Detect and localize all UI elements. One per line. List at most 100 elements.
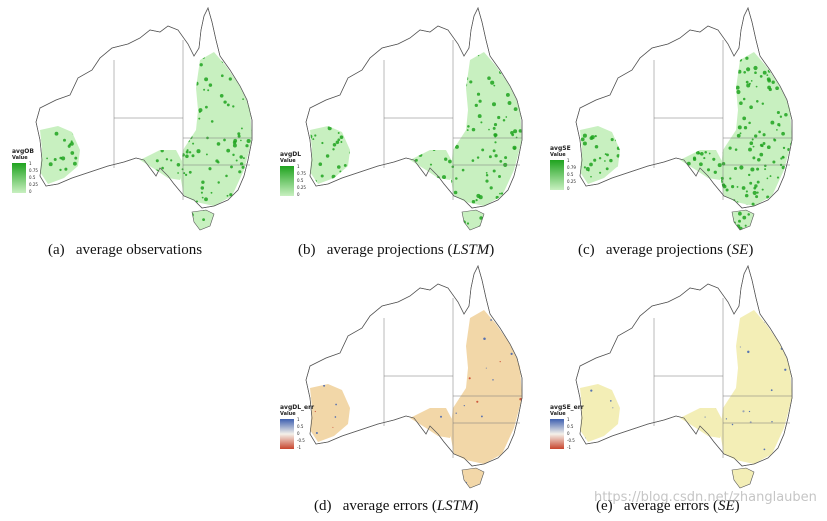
legend-tick: 0.25 bbox=[567, 179, 576, 184]
panel-caption: (c) average projections (SE) bbox=[578, 242, 753, 259]
legend-tick: 0 bbox=[297, 192, 300, 197]
legend-color-ramp bbox=[280, 419, 294, 449]
panel-caption: (b) average projections (LSTM) bbox=[298, 242, 494, 259]
vegetation-zone bbox=[450, 52, 522, 206]
map-panel-d: avgDL_err Value 1 0.5 0 -0.5 -1 (d) aver… bbox=[270, 258, 545, 521]
coastline bbox=[305, 265, 523, 467]
legend-tick: 0.75 bbox=[29, 168, 38, 173]
vegetation-zone bbox=[180, 52, 252, 206]
map-legend: avgSE_err Value 1 0.5 0 -0.5 -1 bbox=[550, 404, 584, 450]
legend-subtitle: Value bbox=[550, 411, 566, 417]
coastline bbox=[575, 265, 793, 467]
vegetation-zone bbox=[410, 150, 454, 180]
legend-tick: 1 bbox=[297, 164, 300, 169]
australia-map bbox=[575, 7, 793, 231]
legend-title: avgSE bbox=[550, 145, 571, 152]
caption-italic: SE bbox=[731, 242, 749, 258]
australia-map bbox=[305, 265, 523, 489]
vegetation-zone bbox=[40, 126, 80, 184]
panel-caption: (d) average errors (LSTM) bbox=[314, 498, 479, 515]
vegetation-zone bbox=[580, 384, 620, 442]
caption-text: ) bbox=[734, 498, 740, 514]
legend-color-ramp bbox=[12, 163, 26, 193]
coastline bbox=[35, 7, 253, 209]
vegetation-zone bbox=[310, 384, 350, 442]
vegetation-zone bbox=[462, 468, 484, 488]
legend-tick: 0.5 bbox=[567, 172, 574, 177]
vegetation-zone bbox=[310, 126, 350, 184]
legend-title: avgDL bbox=[280, 151, 302, 158]
coastline bbox=[575, 7, 793, 209]
panel-caption: (e) average errors (SE) bbox=[596, 498, 740, 515]
tasmania-outline bbox=[191, 209, 215, 231]
panel-caption: (a) average observations bbox=[48, 242, 202, 259]
map-panel-e: avgSE_err Value 1 0.5 0 -0.5 -1 (e) aver… bbox=[540, 258, 827, 521]
legend-tick: 0.25 bbox=[297, 185, 306, 190]
legend-tick: 1 bbox=[567, 417, 570, 422]
legend-tick: -1 bbox=[297, 445, 301, 450]
caption-text: (d) average errors ( bbox=[314, 498, 437, 514]
legend-tick: 0.5 bbox=[567, 424, 574, 429]
vegetation-zone bbox=[732, 468, 754, 488]
vegetation-zone bbox=[450, 310, 522, 464]
legend-tick: 0 bbox=[567, 186, 570, 191]
australia-map bbox=[305, 7, 523, 231]
map-legend: avgSE Value 1 0.79 0.5 0.25 0 bbox=[550, 145, 576, 191]
legend-tick: 1 bbox=[29, 161, 32, 166]
map-legend: avgOB Value 1 0.75 0.5 0.25 0 bbox=[12, 148, 38, 194]
vegetation-zone bbox=[720, 310, 792, 464]
legend-tick: 0 bbox=[297, 431, 300, 436]
legend-color-ramp bbox=[550, 419, 564, 449]
vegetation-zone bbox=[680, 408, 724, 438]
legend-tick: 0.5 bbox=[297, 178, 304, 183]
legend-title: avgDL_err bbox=[280, 404, 315, 411]
vegetation-zone bbox=[732, 210, 754, 230]
legend-tick: 0 bbox=[29, 189, 32, 194]
australia-map bbox=[35, 7, 253, 231]
vegetation-zone bbox=[462, 210, 484, 230]
caption-text: (a) average observations bbox=[48, 242, 203, 258]
map-panel-a: avgOB Value 1 0.75 0.5 0.25 0 (a) averag… bbox=[0, 0, 275, 265]
legend-tick: 0.25 bbox=[29, 182, 38, 187]
legend-subtitle: Value bbox=[12, 155, 28, 161]
legend-tick: 0.75 bbox=[297, 171, 306, 176]
legend-tick: 1 bbox=[297, 417, 300, 422]
legend-tick: 1 bbox=[567, 158, 570, 163]
legend-tick: 0.5 bbox=[29, 175, 36, 180]
map-legend: avgDL Value 1 0.75 0.5 0.25 0 bbox=[280, 151, 306, 197]
legend-tick: 0.5 bbox=[297, 424, 304, 429]
tasmania-outline bbox=[461, 209, 485, 231]
caption-text: (e) average errors ( bbox=[596, 498, 718, 514]
legend-color-ramp bbox=[550, 160, 564, 190]
vegetation-zone bbox=[410, 408, 454, 438]
legend-tick: -0.5 bbox=[297, 438, 305, 443]
map-legend: avgDL_err Value 1 0.5 0 -0.5 -1 bbox=[280, 404, 315, 450]
caption-text: (c) average projections ( bbox=[578, 242, 732, 258]
map-panel-c: avgSE Value 1 0.79 0.5 0.25 0 (c) averag… bbox=[540, 0, 827, 265]
legend-tick: -1 bbox=[567, 445, 571, 450]
australia-map bbox=[575, 265, 793, 489]
caption-italic: LSTM bbox=[436, 498, 474, 514]
legend-title: avgSE_err bbox=[550, 404, 584, 411]
caption-text: ) bbox=[489, 242, 495, 258]
caption-italic: LSTM bbox=[452, 242, 490, 258]
legend-subtitle: Value bbox=[280, 158, 296, 164]
map-panel-b: avgDL Value 1 0.75 0.5 0.25 0 (b) averag… bbox=[270, 0, 545, 265]
tasmania-outline bbox=[731, 209, 755, 231]
vegetation-zone bbox=[580, 126, 620, 184]
legend-subtitle: Value bbox=[550, 152, 566, 158]
tasmania-outline bbox=[461, 467, 485, 489]
tasmania-outline bbox=[731, 467, 755, 489]
legend-color-ramp bbox=[280, 166, 294, 196]
caption-text: (b) average projections ( bbox=[298, 242, 453, 258]
legend-title: avgOB bbox=[12, 148, 34, 155]
coastline bbox=[305, 7, 523, 209]
legend-tick: 0.79 bbox=[567, 165, 576, 170]
legend-tick: -0.5 bbox=[567, 438, 575, 443]
caption-text: ) bbox=[748, 242, 754, 258]
vegetation-zone bbox=[140, 150, 184, 180]
caption-italic: SE bbox=[718, 498, 735, 514]
legend-subtitle: Value bbox=[280, 411, 296, 417]
watermark-text: https://blog.csdn.net/zhanglauben bbox=[594, 490, 817, 505]
caption-text: ) bbox=[473, 498, 479, 514]
